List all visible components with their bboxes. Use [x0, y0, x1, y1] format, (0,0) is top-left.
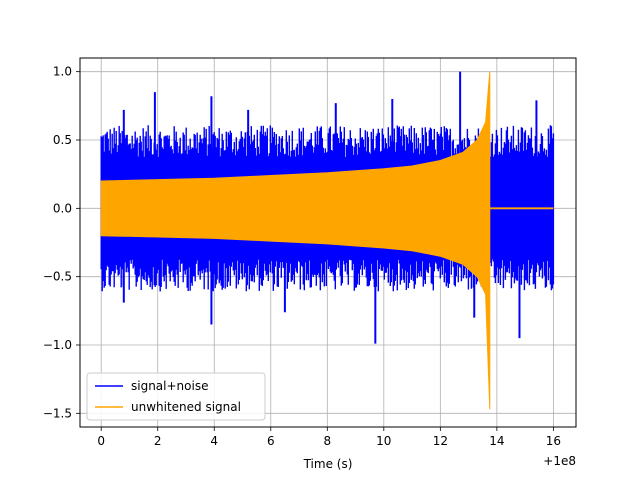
legend-label-unwhitened-signal: unwhitened signal [131, 400, 241, 414]
x-tick-label: 6 [267, 434, 275, 448]
x-tick-label: 8 [323, 434, 331, 448]
x-tick-label: 14 [489, 434, 504, 448]
x-axis-offset-label: +1e8 [543, 454, 576, 468]
y-tick-label: 1.0 [53, 65, 72, 79]
y-tick-label: −1.0 [43, 338, 72, 352]
y-tick-label: −0.5 [43, 270, 72, 284]
x-axis: 0 2 4 6 8 10 12 14 16 [97, 427, 561, 448]
x-tick-label: 10 [376, 434, 391, 448]
y-axis: −1.5 −1.0 −0.5 0.0 0.5 1.0 [43, 65, 80, 420]
legend-label-signal-noise: signal+noise [131, 379, 208, 393]
y-tick-label: −1.5 [43, 406, 72, 420]
legend-box [86, 372, 266, 421]
x-tick-label: 0 [97, 434, 105, 448]
x-tick-label: 2 [154, 434, 162, 448]
legend: signal+noise unwhitened signal [86, 372, 266, 421]
x-tick-label: 12 [433, 434, 448, 448]
y-tick-label: 0.0 [53, 201, 72, 215]
x-tick-label: 4 [210, 434, 218, 448]
unwhitened-signal-band [100, 71, 491, 410]
plot-frame [79, 57, 577, 428]
x-axis-label: Time (s) [303, 457, 353, 471]
x-tick-label: 16 [546, 434, 561, 448]
y-tick-label: 0.5 [53, 133, 72, 147]
series-unwhitened-signal [100, 71, 554, 410]
